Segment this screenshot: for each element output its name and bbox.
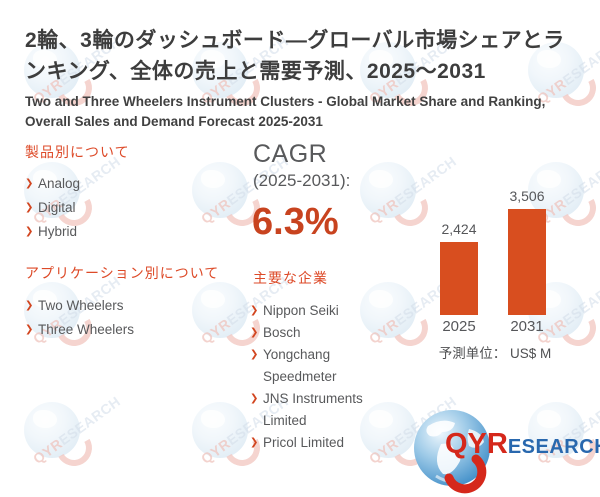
- product-label: Analog: [38, 176, 81, 191]
- watermark: QYRESEARCH: [346, 268, 496, 378]
- chevron-bullet-icon: ❯: [250, 327, 259, 338]
- watermark-globe-icon: [24, 162, 80, 218]
- list-item-analog: ❯ Analog: [25, 172, 80, 196]
- qyresearch-logo: QYR ESEARCH: [412, 406, 600, 497]
- watermark: QYRESEARCH: [346, 28, 496, 138]
- cagr-label: CAGR: [253, 140, 328, 168]
- cagr-value: 6.3%: [252, 201, 339, 243]
- products-heading: 製品別について: [25, 144, 130, 160]
- watermark: QYRESEARCH: [514, 148, 600, 258]
- bar-group-2031: 3,506: [508, 188, 546, 315]
- companies-heading: 主要な企業: [253, 270, 328, 286]
- company-label: Pricol Limited: [263, 435, 345, 450]
- watermark-globe-icon: [528, 42, 584, 98]
- products-list: ❯ Analog ❯ Digital ❯ Hybrid: [25, 172, 80, 244]
- companies-list: ❯ Nippon Seiki ❯ Bosch ❯ Yongchang Speedmet…: [250, 300, 378, 454]
- watermark: QYRESEARCH: [10, 268, 160, 378]
- watermark-globe-icon: [192, 282, 248, 338]
- applications-list: ❯ Two Wheelers ❯ Three Wheelers: [25, 294, 134, 342]
- cagr-period: (2025-2031):: [253, 171, 351, 190]
- x-axis-label-2031: 2031: [510, 318, 544, 335]
- watermark-globe-icon: [24, 402, 80, 458]
- chevron-bullet-icon: ❯: [25, 300, 34, 311]
- watermark: QYRESEARCH: [178, 148, 328, 258]
- company-label: Yongchang Speedmeter: [263, 347, 337, 384]
- watermark-globe-icon: [24, 282, 80, 338]
- chevron-bullet-icon: ❯: [25, 202, 34, 213]
- page-title: 2輪、3輪のダッシュボード—グローバル市場シェアとランキング、全体の売上と需要予…: [25, 29, 565, 83]
- logo-esearch-text: ESEARCH: [507, 436, 600, 458]
- watermark: QYRESEARCH: [178, 268, 328, 378]
- list-item-company: ❯ JNS Instruments Limited: [250, 388, 378, 432]
- list-item-company: ❯ Bosch: [250, 322, 378, 344]
- company-label: JNS Instruments Limited: [263, 391, 363, 428]
- bar-group-2025: 2,424: [440, 221, 478, 315]
- watermark: QYRESEARCH: [10, 148, 160, 258]
- watermark: QYRESEARCH: [10, 388, 160, 497]
- list-item-company: ❯ Yongchang Speedmeter: [250, 344, 378, 388]
- logo-qyr-text: QYR: [445, 428, 508, 460]
- watermark: QYRESEARCH: [346, 148, 496, 258]
- watermark-globe-icon: [192, 402, 248, 458]
- watermark-globe-icon: [360, 282, 416, 338]
- watermark: QYRESEARCH: [10, 28, 160, 138]
- applications-heading: アプリケーション別について: [25, 265, 220, 281]
- watermark-globe-icon: [24, 42, 80, 98]
- company-label: Bosch: [263, 325, 301, 340]
- application-label: Three Wheelers: [38, 322, 135, 337]
- chevron-bullet-icon: ❯: [250, 437, 259, 448]
- watermark-globe-icon: [360, 402, 416, 458]
- watermark-globe-icon: [360, 162, 416, 218]
- chevron-bullet-icon: ❯: [25, 324, 34, 335]
- bar-chart: 2,424 3,506: [440, 186, 546, 315]
- chevron-bullet-icon: ❯: [250, 393, 259, 404]
- bar-value-label: 3,506: [509, 188, 545, 204]
- list-item-digital: ❯ Digital: [25, 196, 80, 220]
- list-item-company: ❯ Pricol Limited: [250, 432, 378, 454]
- watermark: QYRESEARCH: [514, 28, 600, 138]
- application-label: Two Wheelers: [38, 298, 124, 313]
- chevron-bullet-icon: ❯: [250, 349, 259, 360]
- watermark: QYRESEARCH: [178, 388, 328, 497]
- watermark-globe-icon: [528, 402, 584, 458]
- x-axis-labels: 2025 2031: [440, 318, 546, 335]
- forecast-unit-note: 予測单位： US$ M: [438, 346, 552, 361]
- bar-value-label: 2,424: [441, 221, 477, 237]
- company-label: Nippon Seiki: [263, 303, 339, 318]
- watermark-globe-icon: [528, 162, 584, 218]
- watermark: QYRESEARCH: [178, 28, 328, 138]
- bar-2025: [440, 242, 478, 315]
- chevron-bullet-icon: ❯: [25, 178, 34, 189]
- page-subtitle: Two and Three Wheelers Instrument Cluste…: [25, 94, 546, 129]
- logo-text: QYR ESEARCH: [445, 428, 600, 461]
- logo-swoosh-icon: [444, 454, 487, 494]
- bar-2031: [508, 209, 546, 315]
- watermark-globe-icon: [192, 162, 248, 218]
- x-axis-label-2025: 2025: [442, 318, 476, 335]
- product-label: Hybrid: [38, 224, 78, 239]
- watermark: QYRESEARCH: [346, 388, 496, 497]
- watermark-globe-icon: [360, 42, 416, 98]
- chevron-bullet-icon: ❯: [25, 226, 34, 237]
- list-item-three-wheelers: ❯ Three Wheelers: [25, 318, 134, 342]
- watermark-globe-icon: [192, 42, 248, 98]
- product-label: Digital: [38, 200, 76, 215]
- list-item-two-wheelers: ❯ Two Wheelers: [25, 294, 134, 318]
- chevron-bullet-icon: ❯: [250, 305, 259, 316]
- watermark: QYRESEARCH: [514, 388, 600, 497]
- globe-icon: [414, 410, 490, 494]
- list-item-company: ❯ Nippon Seiki: [250, 300, 378, 322]
- list-item-hybrid: ❯ Hybrid: [25, 220, 80, 244]
